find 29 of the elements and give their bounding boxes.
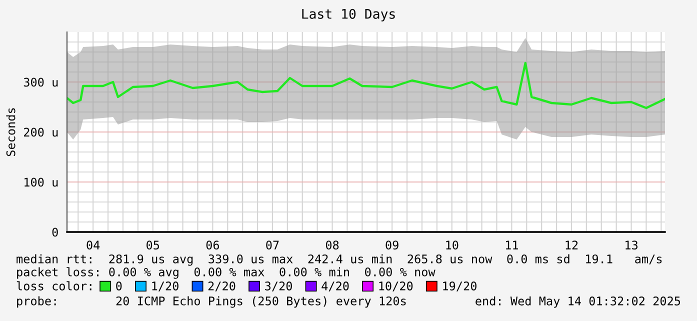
text: packet loss: 0.00 % avg 0.00 % max 0.00 % min 0.00 % now xyxy=(17,267,436,279)
legend-label: 2/20 xyxy=(208,282,236,292)
y-tick-label: 200 u xyxy=(24,128,58,137)
chart-title: Last 10 Days xyxy=(302,8,395,22)
x-tick-label: 04 xyxy=(86,240,100,250)
y-tick-label: 100 u xyxy=(24,178,58,187)
legend-label: 10/20 xyxy=(379,282,413,292)
legend-label: 3/20 xyxy=(265,282,292,292)
x-tick-label: 06 xyxy=(206,240,220,250)
y-axis-title: Seconds xyxy=(6,108,16,156)
x-tick-label: 05 xyxy=(146,240,160,250)
legend-label: 4/20 xyxy=(322,282,349,292)
legend-label: 0 xyxy=(116,282,122,290)
y-tick-label: 300 u xyxy=(24,78,58,87)
legend-label: 1/20 xyxy=(152,282,178,292)
text: median rtt: 281.9 us avg 339.0 us max 242.4 us min 265.8 us now 0.0 ms sd 19.1 am/s xyxy=(16,254,662,266)
line-series xyxy=(67,62,665,110)
x-tick-label: 11 xyxy=(506,240,518,250)
x-tick-label: 07 xyxy=(266,240,279,250)
legend-title: loss color: xyxy=(16,281,92,290)
x-tick-label: 13 xyxy=(626,240,638,250)
text: probe: 20 ICMP Echo Pings (250 Bytes) every 120s xyxy=(17,296,406,308)
text: end: Wed May 14 01:32:02 2025 xyxy=(476,296,680,308)
legend-label: 19/20 xyxy=(443,282,476,292)
x-tick-label: 08 xyxy=(326,240,339,250)
x-tick-label: 10 xyxy=(446,240,458,250)
y-tick-label: 0 xyxy=(52,228,58,237)
x-tick-label: 09 xyxy=(386,240,398,250)
x-tick-label: 12 xyxy=(566,240,578,250)
